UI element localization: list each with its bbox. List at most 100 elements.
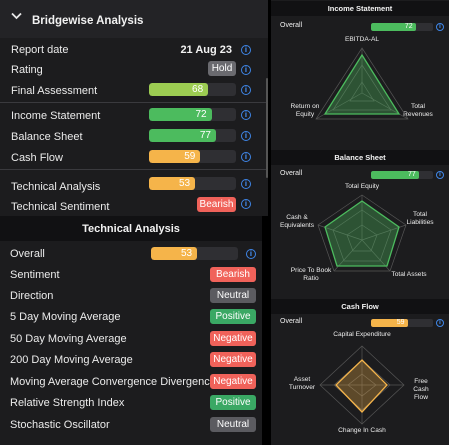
info-icon[interactable]: i [246,249,256,259]
cash-flow-row: Cash Flow 59 i [0,148,262,169]
ta-stochastic-row: Stochastic Oscillator Neutral [0,415,262,436]
ta-overall-bar-fill [151,247,198,260]
ta-200-day-ma-row: 200 Day Moving Average Negative [0,350,262,371]
bs-axis-label-total-assets: Total Assets [391,271,427,278]
info-icon[interactable]: i [241,152,251,162]
ta-overall-label: Overall [10,248,45,260]
info-icon[interactable]: i [436,171,444,179]
balance-sheet-bar-fill [149,129,216,142]
bs-overall-bar-fill [371,171,419,179]
cash-flow-bar-fill [149,150,201,163]
cash-flow-header: Cash Flow [271,299,449,314]
ta-macd-tag: Negative [210,374,256,389]
is-overall-bar-fill [371,23,416,31]
info-icon[interactable]: i [241,65,251,75]
ta-200-day-ma-tag: Negative [210,352,256,367]
report-date-label: Report date [11,44,69,56]
balance-sheet-panel: Balance Sheet Overall 77 i Total Equity … [271,148,449,296]
bs-overall-label: Overall [280,170,303,177]
rating-label: Rating [11,64,43,76]
cf-overall-bar: 59 [371,319,433,327]
chevron-down-icon[interactable] [11,12,22,20]
divider [0,169,268,170]
ta-50-day-ma-row: 50 Day Moving Average Negative [0,329,262,350]
ta-direction-label: Direction [10,290,54,302]
divider [0,102,268,103]
cf-axis-label-capex: Capital Expenditure [333,331,391,338]
info-icon[interactable]: i [241,131,251,141]
info-icon[interactable]: i [241,199,251,209]
ta-5-day-ma-row: 5 Day Moving Average Positive [0,307,262,328]
income-statement-row: Income Statement 72 i [0,106,262,127]
final-assessment-row: Final Assessment 68 i [0,81,262,102]
balance-sheet-row: Balance Sheet 77 i [0,127,262,148]
technical-analysis-header: Technical Analysis [0,216,262,241]
technical-analysis-row: Technical Analysis 53 i [0,177,262,198]
ta-rsi-tag: Positive [210,395,256,410]
bs-axis-label-cash: Cash & Equivalents [279,214,315,229]
cash-flow-bar: 59 [149,150,236,163]
rating-tag: Hold [208,61,236,76]
is-axis-label-total-revenues: Total Revenues [403,103,433,118]
final-assessment-label: Final Assessment [11,85,98,97]
bs-radar-shape [324,200,400,267]
final-assessment-bar: 68 [149,83,236,96]
info-icon[interactable]: i [436,319,444,327]
info-icon[interactable]: i [241,85,251,95]
info-icon[interactable]: i [241,179,251,189]
cf-overall-label: Overall [280,318,303,325]
income-statement-radar [315,47,409,120]
balance-sheet-bar: 77 [149,129,236,142]
income-statement-header: Income Statement [271,1,449,16]
info-icon[interactable]: i [436,23,444,31]
bridgewise-header[interactable]: Bridgewise Analysis [0,0,268,38]
technical-sentiment-tag: Bearish [197,197,236,212]
bs-axis-label-price-to-book: Price To Book Ratio [290,267,332,282]
ta-sentiment-label: Sentiment [10,269,60,281]
bridgewise-title: Bridgewise Analysis [32,15,144,27]
income-statement-panel: Income Statement Overall 72 i EBITDA-AL … [271,0,449,148]
cf-axis-label-asset-turnover: Asset Turnover [288,376,316,391]
income-statement-bar-fill [149,108,212,121]
rating-row: Rating Hold i [0,60,262,81]
cf-overall-bar-fill [371,319,408,327]
ta-overall-score: 53 [180,248,193,259]
report-date-row: Report date 21 Aug 23 i [0,40,262,61]
is-radar-shape [323,53,401,115]
ta-50-day-ma-tag: Negative [210,331,256,346]
scrollbar[interactable] [266,78,268,178]
balance-sheet-score: 77 [199,130,211,141]
balance-sheet-label: Balance Sheet [11,131,83,143]
income-statement-score: 72 [195,109,207,120]
is-overall-score: 72 [404,23,413,30]
technical-analysis-title: Technical Analysis [82,223,180,235]
info-icon[interactable]: i [241,45,251,55]
ta-rsi-row: Relative Strength Index Positive [0,393,262,414]
balance-sheet-radar [317,194,407,272]
ta-sentiment-tag: Bearish [210,267,256,282]
bridgewise-panel: Bridgewise Analysis Report date 21 Aug 2… [0,0,268,216]
ta-5-day-ma-tag: Positive [210,309,256,324]
technical-analysis-label: Technical Analysis [11,181,101,193]
cf-radar-shape [335,359,388,413]
ta-50-day-ma-label: 50 Day Moving Average [10,333,127,345]
final-assessment-bar-fill [149,83,209,96]
ta-200-day-ma-label: 200 Day Moving Average [10,354,133,366]
ta-direction-row: Direction Neutral [0,286,262,307]
is-axis-label-roe: Return on Equity [290,103,320,118]
cf-axis-label-fcf: Free Cash Flow [413,378,429,401]
ta-overall-row: Overall 53 i [0,244,262,265]
cash-flow-label: Cash Flow [11,152,63,164]
income-statement-label: Income Statement [11,110,101,122]
technical-sentiment-row: Technical Sentiment Bearish i [0,197,262,218]
info-icon[interactable]: i [241,110,251,120]
right-column [271,0,449,445]
cf-axis-label-change-in-cash: Change In Cash [338,427,386,434]
final-assessment-score: 68 [192,84,204,95]
balance-sheet-header: Balance Sheet [271,150,449,165]
bs-overall-score: 77 [407,171,416,178]
is-overall-label: Overall [280,22,303,29]
cash-flow-score: 59 [184,151,196,162]
ta-stochastic-tag: Neutral [210,417,256,432]
technical-analysis-score: 53 [178,178,191,189]
